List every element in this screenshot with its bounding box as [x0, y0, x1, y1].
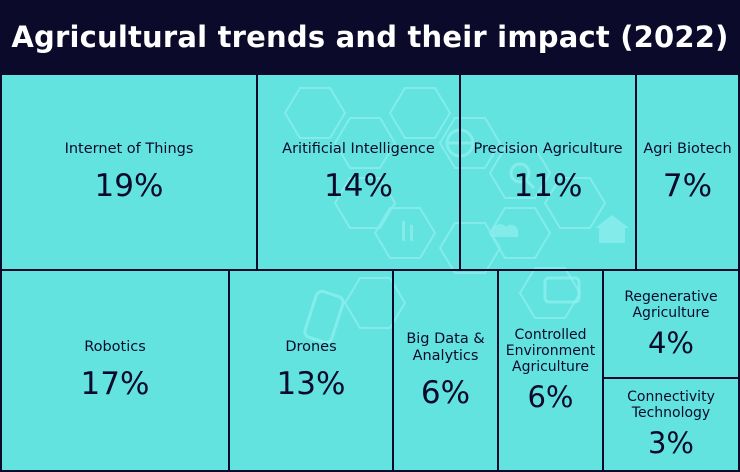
tile-label: Internet of Things [64, 140, 194, 157]
chart-title: Agricultural trends and their impact (20… [11, 19, 729, 54]
header-bar: Agricultural trends and their impact (20… [0, 0, 740, 73]
tile-value: 6% [420, 374, 471, 411]
tile-precision-agriculture: Precision Agriculture 11% [459, 73, 637, 271]
tile-connectivity-technology: Connectivity Technology 3% [602, 377, 740, 472]
tile-value: 7% [662, 167, 713, 204]
tile-value: 4% [647, 325, 694, 360]
tile-internet-of-things: Internet of Things 19% [0, 73, 258, 271]
tile-label: Drones [285, 339, 337, 355]
tile-value: 14% [324, 167, 393, 204]
treemap: Internet of Things 19% Aritificial Intelli… [0, 73, 740, 472]
tile-controlled-environment-agriculture: Controlled Environment Agriculture 6% [497, 269, 604, 472]
tile-value: 19% [94, 167, 164, 204]
tile-label: Regenerative Agriculture [624, 288, 718, 321]
tile-robotics: Robotics 17% [0, 269, 230, 472]
tile-drones: Drones 13% [228, 269, 394, 472]
tile-label: Big Data & Analytics [406, 330, 485, 364]
tile-agri-biotech: Agri Biotech 7% [635, 73, 740, 271]
tile-value: 3% [647, 426, 694, 460]
tile-regenerative-agriculture: Regenerative Agriculture 4% [602, 269, 740, 379]
tile-value: 13% [276, 366, 346, 402]
tile-big-data-analytics: Big Data & Analytics 6% [392, 269, 499, 472]
tile-label: Precision Agriculture [473, 140, 623, 157]
tile-value: 6% [527, 380, 574, 414]
tile-label: Agri Biotech [643, 140, 732, 157]
tile-label: Connectivity Technology [627, 389, 715, 421]
tile-label: Aritificial Intelligence [282, 140, 435, 157]
tile-label: Robotics [84, 339, 146, 355]
tile-aritificial-intelligence: Aritificial Intelligence 14% [256, 73, 461, 271]
tile-value: 17% [80, 366, 150, 402]
tile-label: Controlled Environment Agriculture [505, 327, 596, 375]
tile-value: 11% [513, 167, 583, 204]
